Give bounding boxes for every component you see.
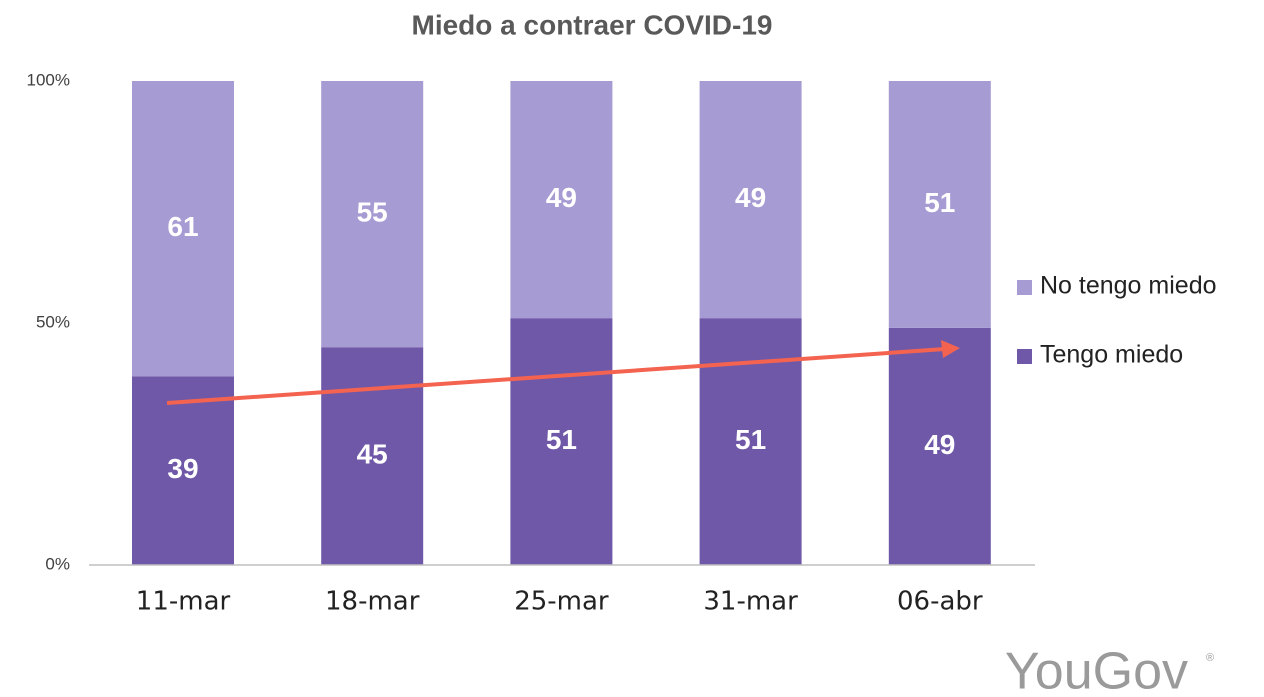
bar-segment	[510, 81, 613, 319]
legend-label: Tengo miedo	[1040, 341, 1183, 369]
x-tick-label: 06-abr	[897, 587, 983, 617]
y-tick-label: 0%	[45, 554, 70, 573]
data-label: 61	[167, 211, 198, 242]
data-label: 51	[735, 424, 766, 455]
y-tick-label: 100%	[27, 70, 70, 89]
trend-arrow	[166, 347, 946, 405]
x-tick-label: 18-mar	[325, 587, 420, 617]
bar-segment	[888, 327, 991, 565]
y-tick-label: 50%	[36, 312, 70, 331]
data-label: 49	[546, 182, 577, 213]
x-tick-label: 31-mar	[703, 587, 798, 617]
data-label: 51	[924, 187, 955, 218]
data-label: 55	[357, 196, 388, 227]
logo-mark: ®	[1206, 652, 1214, 664]
legend-swatch	[1017, 280, 1032, 295]
chart-title: Miedo a contraer COVID-19	[412, 9, 773, 40]
bar-segment	[132, 81, 234, 377]
bar-segment	[321, 347, 424, 565]
data-label: 51	[546, 424, 577, 455]
legend-label: No tengo miedo	[1040, 272, 1217, 300]
arrow-head	[941, 340, 960, 358]
legend-swatch	[1017, 349, 1032, 364]
bar-segment	[510, 318, 613, 565]
data-label: 39	[167, 453, 198, 484]
bar-segment	[321, 81, 424, 348]
bar-segment	[132, 376, 234, 565]
logo: YouGov	[1005, 643, 1188, 697]
x-tick-label: 25-mar	[514, 587, 609, 617]
data-label: 49	[735, 182, 766, 213]
bar-segment	[699, 81, 802, 319]
data-label: 49	[924, 429, 955, 460]
bar-segment	[888, 81, 991, 328]
data-label: 45	[357, 438, 388, 469]
x-tick-label: 11-mar	[136, 587, 231, 617]
